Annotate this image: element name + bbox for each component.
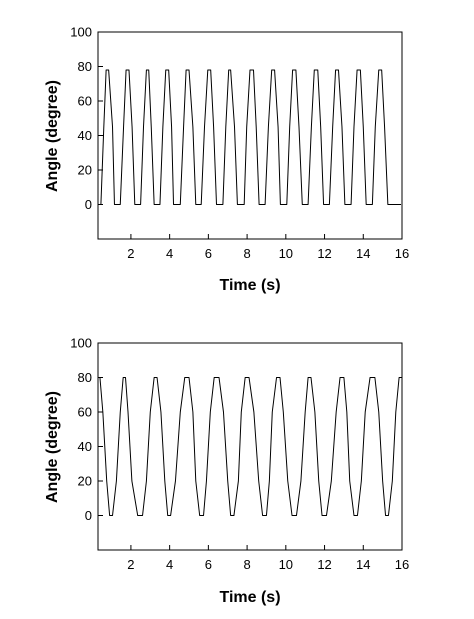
plot-frame (97, 342, 403, 551)
x-tick-label: 4 (166, 557, 173, 572)
x-tick-label: 14 (356, 246, 370, 261)
y-tick-label: 60 (78, 405, 92, 420)
y-tick-labels: 0 20 40 60 80 100 (70, 25, 92, 213)
x-axis-label: Time (s) (219, 277, 280, 294)
x-tick-label: 12 (317, 557, 331, 572)
y-tick-label: 40 (78, 128, 92, 143)
series-group (98, 377, 402, 516)
y-tick-label: 20 (78, 163, 92, 178)
y-tick-label: 60 (78, 94, 92, 109)
series-group (98, 69, 402, 205)
y-axis-label: Angle (degree) (44, 391, 61, 503)
series-line (98, 377, 402, 516)
y-tick-label: 0 (85, 197, 92, 212)
tick-marks (98, 342, 403, 550)
x-tick-label: 6 (205, 557, 212, 572)
x-tick-label: 16 (395, 557, 409, 572)
x-tick-label: 12 (317, 246, 331, 261)
x-tick-label: 10 (279, 246, 293, 261)
y-tick-label: 0 (85, 508, 92, 523)
series-line (98, 69, 402, 205)
chart-bottom: 2 4 6 8 10 12 14 16 0 20 40 60 80 100 Time (s) Angle… (44, 336, 409, 607)
x-tick-labels: 2 4 6 8 10 12 14 16 (127, 246, 409, 261)
y-tick-label: 40 (78, 439, 92, 454)
x-tick-labels: 2 4 6 8 10 12 14 16 (127, 557, 409, 572)
x-tick-label: 4 (166, 246, 173, 261)
y-tick-labels: 0 20 40 60 80 100 (70, 336, 92, 524)
y-axis-label: Angle (degree) (44, 80, 61, 192)
x-axis-label: Time (s) (219, 589, 280, 606)
y-tick-label: 80 (78, 59, 92, 74)
y-tick-label: 100 (70, 336, 92, 351)
x-tick-label: 6 (205, 246, 212, 261)
y-tick-label: 100 (70, 25, 92, 40)
x-tick-label: 2 (127, 557, 134, 572)
x-tick-label: 8 (243, 557, 250, 572)
x-tick-label: 8 (243, 246, 250, 261)
x-tick-label: 10 (279, 557, 293, 572)
y-tick-label: 20 (78, 474, 92, 489)
x-tick-label: 14 (356, 557, 370, 572)
x-tick-label: 16 (395, 246, 409, 261)
x-tick-label: 2 (127, 246, 134, 261)
chart-top: 2 4 6 8 10 12 14 16 0 20 40 60 80 100 Time (s) Angle… (44, 25, 409, 295)
y-tick-label: 80 (78, 370, 92, 385)
